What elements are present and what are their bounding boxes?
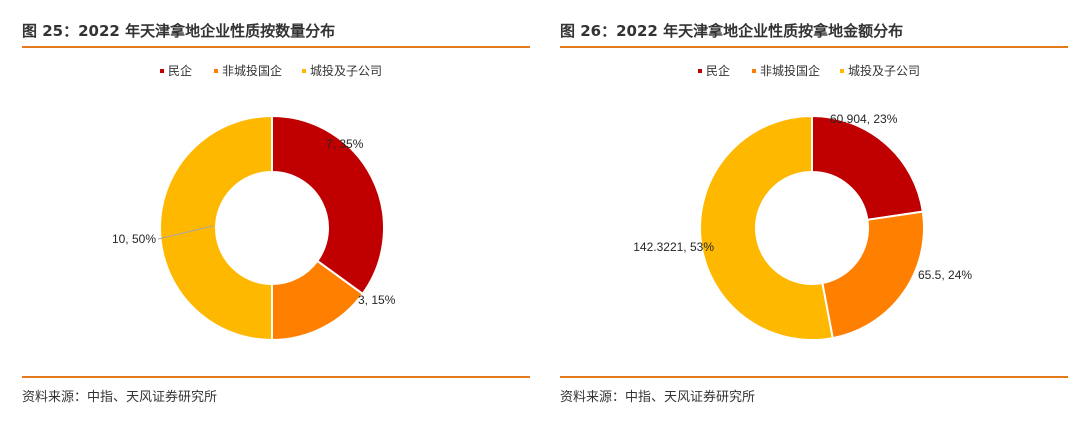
title-divider: [22, 46, 530, 48]
donut-slice: [159, 114, 273, 342]
legend-item: 民企: [160, 63, 192, 78]
legend-label: 城投及子公司: [848, 63, 920, 78]
donut-slice: [699, 114, 834, 341]
chart-title: 图 25：2022 年天津拿地企业性质按数量分布: [22, 22, 336, 40]
data-label: 65.5, 24%: [918, 268, 972, 282]
chart-title: 图 26：2022 年天津拿地企业性质按拿地金额分布: [560, 22, 904, 40]
legend-swatch: [698, 69, 702, 73]
source-note: 资料来源：中指、天风证券研究所: [22, 390, 218, 405]
donut-slice: [811, 114, 924, 221]
legend-item: 非城投国企: [214, 63, 282, 78]
title-divider: [560, 46, 1068, 48]
legend-label: 城投及子公司: [310, 63, 382, 78]
legend-swatch: [160, 69, 164, 73]
chart-panel-left: 图 25：2022 年天津拿地企业性质按数量分布 民企 非城投国企 城投及子公司 7,…: [22, 0, 540, 423]
legend-label: 民企: [706, 63, 730, 78]
source-divider: [560, 376, 1068, 378]
legend-label: 非城投国企: [760, 63, 820, 78]
data-label: 3, 15%: [358, 293, 396, 307]
donut-chart-count: 民企 非城投国企 城投及子公司 7, 35% 3, 15% 10, 50%: [112, 63, 396, 342]
legend-swatch: [840, 69, 844, 73]
legend-item: 非城投国企: [752, 63, 820, 78]
legend-swatch: [302, 69, 306, 73]
data-label: 60.904, 23%: [830, 112, 898, 126]
label-leader-line: [157, 225, 214, 240]
legend-label: 非城投国企: [222, 63, 282, 78]
data-label: 7, 35%: [326, 137, 364, 151]
legend-item: 城投及子公司: [302, 63, 382, 78]
legend-swatch: [214, 69, 218, 73]
donut-chart-amount: 民企 非城投国企 城投及子公司 60.904, 23% 65.5, 24% 142.322…: [633, 63, 972, 341]
source-divider: [22, 376, 530, 378]
legend-label: 民企: [168, 63, 192, 78]
donut-slice: [271, 114, 385, 296]
data-label: 10, 50%: [112, 232, 156, 246]
legend-item: 民企: [698, 63, 730, 78]
donut-slice: [821, 210, 925, 340]
source-note: 资料来源：中指、天风证券研究所: [560, 390, 756, 405]
legend-item: 城投及子公司: [840, 63, 920, 78]
data-label: 142.3221, 53%: [633, 240, 714, 254]
chart-panel-right: 图 26：2022 年天津拿地企业性质按拿地金额分布 民企 非城投国企 城投及子公司…: [560, 0, 1078, 423]
legend-swatch: [752, 69, 756, 73]
